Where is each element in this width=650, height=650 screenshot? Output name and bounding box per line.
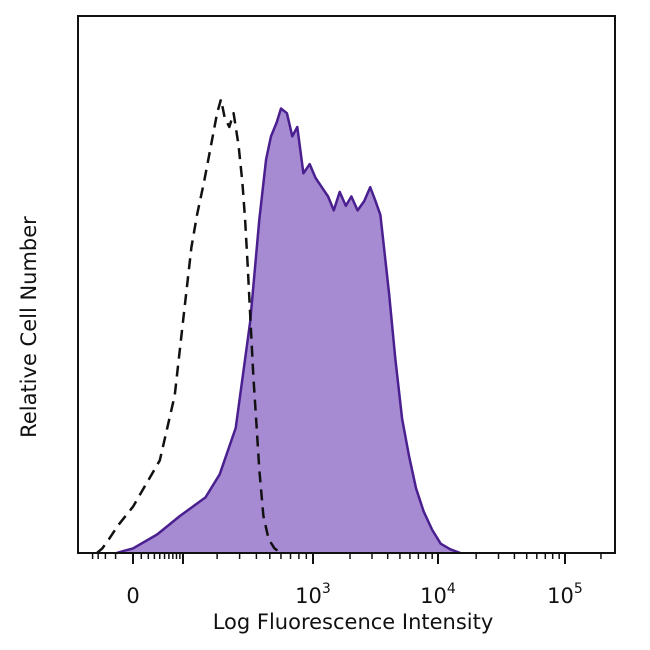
x-tick-label-base: 10 (547, 584, 574, 608)
x-tick-label-base: 10 (295, 584, 322, 608)
histogram-fill-area (116, 108, 461, 553)
x-tick-label-exponent: 3 (322, 581, 331, 597)
x-tick-label: 0 (126, 584, 139, 608)
x-tick-label-exponent: 5 (574, 581, 583, 597)
x-tick-label-base: 10 (420, 584, 447, 608)
x-tick-label: 105 (547, 581, 583, 608)
histogram-filled-series-line (116, 107, 461, 555)
y-axis-label: Relative Cell Number (17, 216, 41, 438)
x-tick-label: 103 (295, 581, 331, 608)
plot-frame (77, 15, 616, 554)
x-tick-label-exponent: 4 (447, 581, 456, 597)
x-axis-label: Log Fluorescence Intensity (213, 610, 494, 634)
histogram-dashed-series-line (96, 98, 282, 555)
x-tick-label: 104 (420, 581, 456, 608)
x-tick-label-base: 0 (126, 584, 139, 608)
